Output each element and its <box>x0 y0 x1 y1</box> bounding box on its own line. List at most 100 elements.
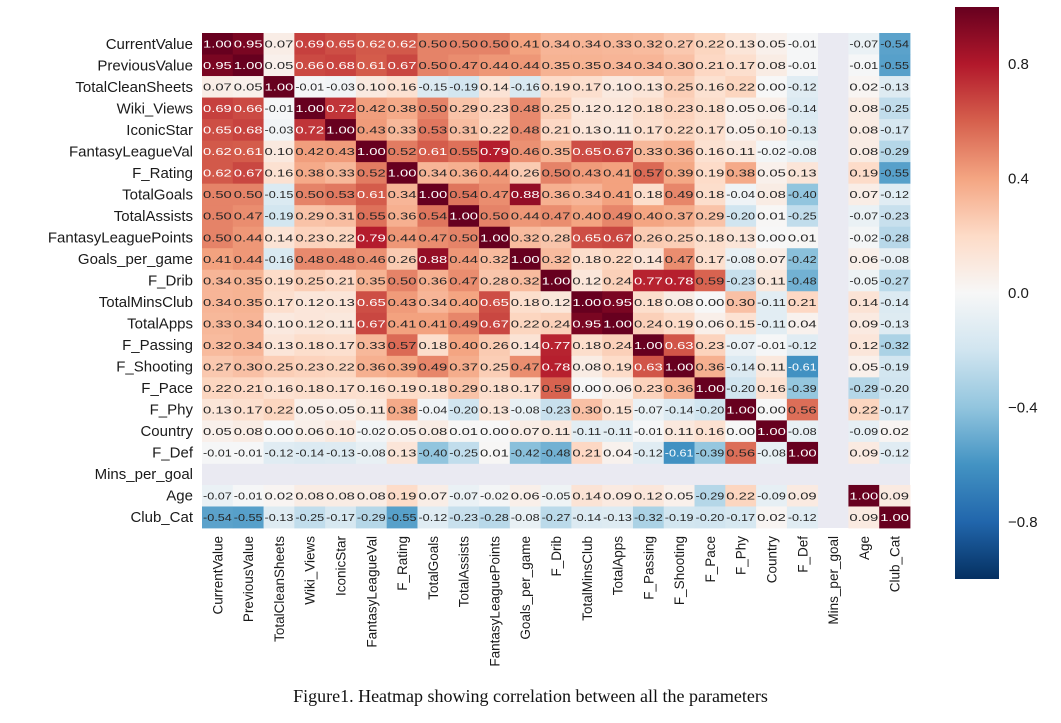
heatmap-cell <box>540 484 572 507</box>
column-label-totalapps: TotalApps <box>611 536 626 596</box>
heatmap-cell <box>417 269 449 292</box>
heatmap-cell <box>848 76 880 98</box>
heatmap-cell <box>509 205 542 228</box>
cell-value-label: 0.05 <box>234 82 263 94</box>
cell-value-label: -0.12 <box>788 512 817 524</box>
cell-value-label: 0.06 <box>295 426 324 438</box>
heatmap-cell <box>232 377 264 400</box>
cell-value-label: -0.04 <box>418 404 447 416</box>
cell-value-label: 0.10 <box>265 146 294 158</box>
cell-value-label: 0.22 <box>696 39 725 51</box>
heatmap-cell <box>786 248 819 271</box>
cell-value-label: 0.62 <box>357 39 386 51</box>
heatmap-cell <box>848 334 880 357</box>
heatmap-cell <box>571 441 603 464</box>
heatmap-cell <box>571 226 603 249</box>
row-label-age: Age <box>166 488 193 505</box>
cell-value-label: 0.57 <box>388 340 417 352</box>
cell-value-label: 0.34 <box>203 275 232 287</box>
heatmap-cell <box>294 484 326 507</box>
cell-value-label: -0.23 <box>542 404 571 416</box>
cell-value-label: 0.39 <box>665 168 694 180</box>
heatmap-cell <box>386 226 418 249</box>
heatmap-cell <box>879 205 911 228</box>
heatmap-cell <box>232 226 264 249</box>
cell-value-label: -0.20 <box>726 211 755 223</box>
cell-value-label: 0.95 <box>603 297 632 309</box>
column-label-country: Country <box>764 536 779 584</box>
cell-value-label: 0.18 <box>696 103 725 115</box>
cell-value-label: 0.88 <box>418 254 447 266</box>
heatmap-cell <box>202 334 234 357</box>
heatmap-cell <box>663 441 695 464</box>
heatmap-cell <box>448 119 480 142</box>
heatmap-cell <box>448 291 480 314</box>
heatmap-cell <box>632 269 665 292</box>
heatmap-cell <box>325 420 357 443</box>
row-label-goals-per-game: Goals_per_game <box>78 251 193 268</box>
column-label-f-passing: F_Passing <box>641 536 656 600</box>
cell-value-label: 0.44 <box>449 254 478 266</box>
heatmap-cell <box>325 162 357 185</box>
cell-value-label: 0.09 <box>788 491 817 503</box>
cell-value-label: 0.05 <box>665 491 694 503</box>
heatmap-cell <box>448 506 480 529</box>
heatmap-cell <box>448 205 480 228</box>
cell-value-label: 1.00 <box>295 103 324 115</box>
heatmap-cell <box>263 140 295 163</box>
cell-value-label: -0.12 <box>788 340 817 352</box>
heatmap-cell <box>632 248 665 271</box>
heatmap-cell <box>663 420 695 443</box>
cell-value-label: 0.65 <box>357 297 386 309</box>
heatmap-cell <box>294 506 326 529</box>
heatmap-cell <box>694 377 726 400</box>
heatmap-cell <box>571 506 603 529</box>
column-label-fantasyleagueval: FantasyLeagueVal <box>364 536 379 648</box>
cell-value-label: 0.22 <box>203 383 232 395</box>
cell-value-label: -0.42 <box>511 447 540 459</box>
heatmap-cell <box>786 441 819 464</box>
heatmap-cell <box>448 269 480 292</box>
cell-value-label: 0.59 <box>696 275 725 287</box>
row-label-f-rating: F_Rating <box>132 165 193 182</box>
cell-value-label: 0.06 <box>757 103 786 115</box>
cell-value-label: -0.16 <box>265 254 294 266</box>
heatmap-cell <box>355 33 388 55</box>
heatmap-cell <box>694 398 726 421</box>
heatmap-cell <box>602 248 634 271</box>
cell-value-label: 0.13 <box>480 404 509 416</box>
heatmap-cell <box>263 484 295 507</box>
heatmap-cell <box>540 76 572 98</box>
heatmap-cell <box>202 226 234 249</box>
heatmap-cell <box>602 398 634 421</box>
heatmap-cell <box>694 119 726 142</box>
heatmap-cell <box>694 33 726 55</box>
cell-value-label: 0.41 <box>388 318 417 330</box>
heatmap-cell <box>355 420 388 443</box>
cell-value-label: 0.47 <box>418 232 447 244</box>
cell-value-label: 0.16 <box>265 383 294 395</box>
cell-value-label: 0.56 <box>726 447 755 459</box>
heatmap-cell <box>663 97 695 120</box>
cell-value-label: 0.54 <box>449 189 478 201</box>
column-label-fantasyleaguepoints: FantasyLeaguePoints <box>487 536 502 667</box>
cell-value-label: 0.08 <box>357 491 386 503</box>
cell-value-label: 0.08 <box>757 60 786 72</box>
cell-value-label: 0.77 <box>634 275 663 287</box>
heatmap-cell <box>386 398 418 421</box>
cell-value-label: 0.78 <box>665 275 694 287</box>
column-label-wiki-views: Wiki_Views <box>303 536 318 605</box>
heatmap-cell <box>725 506 757 529</box>
cell-value-label: 0.17 <box>326 340 355 352</box>
heatmap-cell <box>232 269 264 292</box>
heatmap-cell <box>202 441 234 464</box>
cell-value-label: -0.04 <box>726 189 755 201</box>
cell-value-label: 0.46 <box>357 254 386 266</box>
cell-value-label: 0.25 <box>542 103 571 115</box>
heatmap-cell <box>479 140 511 163</box>
cell-value-label: 0.65 <box>326 39 355 51</box>
cell-value-label: 0.17 <box>696 254 725 266</box>
cell-value-label: 0.37 <box>665 211 694 223</box>
heatmap-cell <box>448 484 480 507</box>
cell-value-label: 0.33 <box>603 39 632 51</box>
